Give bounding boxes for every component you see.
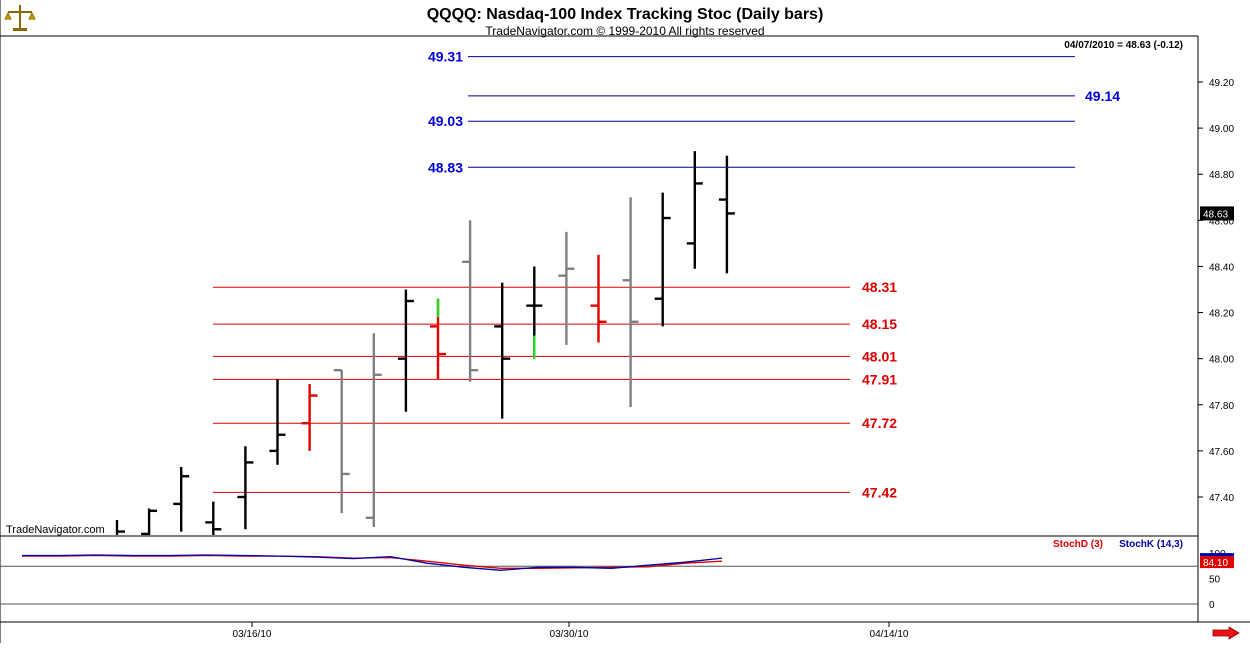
- y-tick-label: 48.80: [1209, 170, 1234, 181]
- y-tick-label: 48.40: [1209, 262, 1234, 273]
- support-label: 48.31: [862, 279, 897, 295]
- ohlc-bar: [365, 333, 382, 527]
- stoch-d-legend: StochD (3): [1053, 539, 1103, 550]
- chart-title: QQQQ: Nasdaq-100 Index Tracking Stoc (Da…: [427, 6, 824, 23]
- stoch-y-tick-label: 50: [1209, 575, 1221, 586]
- ohlc-bars: [115, 151, 735, 536]
- ohlc-bar: [205, 501, 222, 535]
- ohlc-bar: [462, 220, 479, 382]
- ohlc-bar: [590, 254, 607, 343]
- last-quote-text: 04/07/2010 = 48.63 (-0.12): [1064, 40, 1183, 51]
- x-tick-label: 03/16/10: [233, 629, 272, 640]
- stochastic-panel: 10050084.10: [0, 549, 1234, 611]
- support-label: 48.01: [862, 348, 897, 364]
- ohlc-bar: [269, 379, 286, 465]
- ohlc-bar: [301, 384, 318, 451]
- y-tick-label: 47.40: [1209, 493, 1234, 504]
- price-levels: 49.31 49.14 49.03 48.83 48.31 48.15 48.01 47.91…: [213, 49, 1120, 500]
- stoch-last-label: 84.10: [1203, 558, 1228, 569]
- ohlc-bar: [141, 508, 158, 536]
- support-label: 47.72: [862, 415, 897, 431]
- ohlc-bar: [494, 282, 511, 419]
- ohlc-bar: [622, 197, 639, 408]
- ohlc-bar: [115, 520, 125, 535]
- resistance-label: 49.03: [428, 113, 463, 129]
- x-tick-label: 03/30/10: [550, 629, 589, 640]
- x-tick-label: 04/14/10: [870, 629, 909, 640]
- resistance-label: 49.14: [1085, 88, 1120, 104]
- ohlc-bar: [558, 231, 575, 345]
- support-label: 48.15: [862, 316, 897, 332]
- y-tick-label: 48.20: [1209, 309, 1234, 320]
- stoch-k-line: [22, 554, 723, 571]
- y-tick-label: 47.80: [1209, 401, 1234, 412]
- red-arrow-right-icon[interactable]: [1212, 626, 1240, 640]
- ohlc-bar: [397, 289, 414, 412]
- y-tick-label: 47.60: [1209, 447, 1234, 458]
- y-tick-label: 48.60: [1209, 216, 1234, 227]
- last-price-box: [1200, 206, 1234, 221]
- ohlc-bar: [526, 266, 543, 359]
- ohlc-bar: [718, 155, 735, 274]
- ohlc-bar: [654, 192, 671, 327]
- stoch-k-last-marker: [1200, 553, 1234, 557]
- stoch-last-box: [1200, 556, 1234, 569]
- ohlc-bar: [237, 446, 254, 530]
- copyright-text: TradeNavigator.com © 1999-2010 All right…: [485, 24, 764, 38]
- resistance-label: 48.83: [428, 159, 463, 175]
- scale-logo-icon: [4, 5, 36, 31]
- last-price-label: 48.63: [1203, 209, 1228, 220]
- watermark-text: TradeNavigator.com: [6, 524, 105, 536]
- support-label: 47.42: [862, 484, 897, 500]
- price-y-axis: 47.40 47.60 47.80 48.00 48.20 48.40 48.60 48.80…: [1198, 78, 1234, 504]
- ohlc-bar: [333, 368, 350, 514]
- y-tick-label: 48.00: [1209, 355, 1234, 366]
- stoch-k-legend: StochK (14,3): [1119, 539, 1183, 550]
- ohlc-bar: [173, 467, 190, 532]
- y-tick-label: 49.20: [1209, 78, 1234, 89]
- resistance-label: 49.31: [428, 49, 463, 65]
- ohlc-bar: [430, 298, 446, 380]
- date-x-axis: 03/16/10 03/30/10 04/14/10: [233, 622, 909, 640]
- ohlc-bar: [686, 151, 703, 269]
- support-label: 47.91: [862, 371, 897, 387]
- y-tick-label: 49.00: [1209, 124, 1234, 135]
- stoch-y-tick-label: 0: [1209, 600, 1215, 611]
